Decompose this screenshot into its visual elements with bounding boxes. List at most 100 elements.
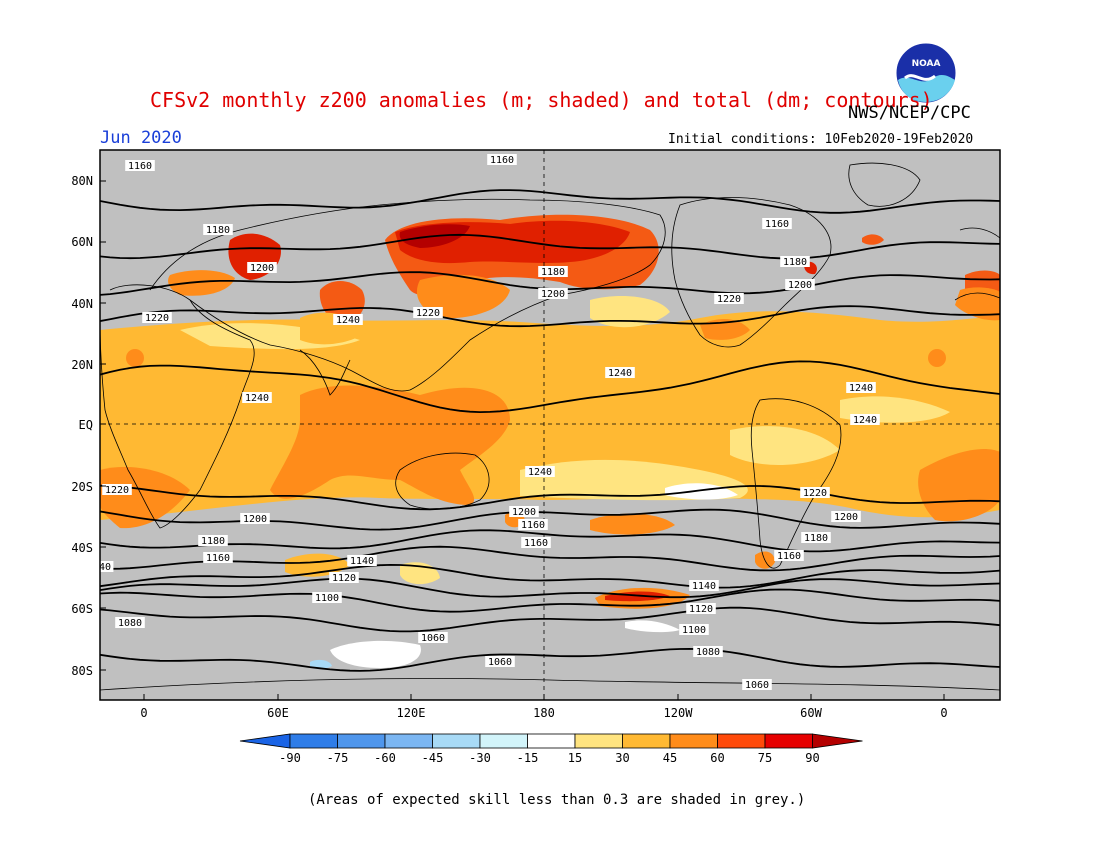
contour-label-bg [198,535,228,546]
east-atl-45 [918,449,1000,522]
africa-west-45 [100,466,190,529]
lat-label-20s: 20S [71,480,93,494]
contour-label: 1160 [524,538,548,549]
contour-label: 1080 [696,647,720,658]
colorbar-label: -75 [327,751,349,765]
height-contours [100,189,1000,672]
contour-label-bg [115,617,145,628]
australia-coastline [395,452,490,510]
contour-label: 1160 [777,551,801,562]
longitude-axis: 0 60E 120E 180 120W 60W 0 [140,706,947,720]
colorbar-swatch [289,733,338,749]
contour-line [100,189,1000,214]
contour-label: 1220 [803,488,827,499]
contour-label: 1240 [853,415,877,426]
contour-label-bg [801,532,831,543]
contour-label: 1180 [541,267,565,278]
contour-label: 1140 [350,556,374,567]
lon-label-120w: 120W [664,706,694,720]
lon-label-60w: 60W [800,706,822,720]
contour-label-bg [240,513,270,524]
contour-label-bg [831,511,861,522]
colorbar-label: -90 [279,751,301,765]
skill-note: (Areas of expected skill less than 0.3 a… [308,792,806,808]
lat-label-60s: 60S [71,602,93,616]
colorbar-label: -15 [517,751,539,765]
contour-label: 1180 [804,533,828,544]
contour-label-bg [538,288,568,299]
colorbar-swatch [717,733,766,749]
antarctica-coastline [100,678,1000,691]
contour-label-bg [538,266,568,277]
europe-west-coastline [954,227,1000,301]
contour-label: 1160 [765,219,789,230]
contour-label-bg [413,307,443,318]
contour-label: 1200 [512,507,536,518]
lat-label-eq: EQ [79,418,93,432]
contour-line [100,545,1000,572]
contour-label-bg [102,484,132,495]
contour-label: 1200 [788,280,812,291]
contour-line [100,647,1000,672]
antarctic-neg [310,659,332,670]
indopacific-45 [270,385,510,505]
contour-label: 1060 [488,657,512,668]
contour-label-bg [509,506,539,517]
contour-label-bg [142,312,172,323]
contour-label-bg [247,262,277,273]
contour-label-bg [521,537,551,548]
contour-label: 1200 [243,514,267,525]
contour-label: 1120 [689,604,713,615]
contour-label-bg [100,561,114,572]
colorbar-label: -45 [422,751,444,765]
colorbar-label: 45 [663,751,677,765]
pale-patch-sa [730,426,840,466]
south-america-coastline [750,398,842,569]
colorbar-arrow-left [239,733,291,749]
contour-label: 1200 [834,512,858,523]
contour-label-bg [679,624,709,635]
contour-label-bg [518,519,548,530]
colorbar-label: 90 [805,751,819,765]
contour-label: 1200 [541,289,565,300]
contour-label: 1140 [692,581,716,592]
natl-45 [955,287,1000,321]
colorbar-swatch [384,733,433,749]
lon-label-60e: 60E [267,706,289,720]
contour-label-bg [485,656,515,667]
contour-label: 1220 [145,313,169,324]
contour-label-bg [780,256,810,267]
forecast-month: Jun 2020 [100,128,182,148]
contour-label-bg [846,382,876,393]
contour-line [100,484,1000,511]
north-america-coastline [671,197,832,348]
lon-label-0-east: 0 [940,706,947,720]
colorbar-swatch [527,733,576,749]
contour-label: 1240 [608,368,632,379]
lat-label-80n: 80N [71,174,93,188]
contour-line [100,305,1000,328]
contour-label-bg [329,572,359,583]
contour-label: 1240 [528,467,552,478]
contour-label-bg [714,293,744,304]
contour-label: 1240 [849,383,873,394]
colorbar-label: 75 [758,751,772,765]
contour-label: 1240 [336,315,360,326]
colorbar-arrow-right [812,733,863,749]
contour-label-bg [333,314,363,325]
caribbean-45 [700,318,750,340]
contour-label: 1100 [682,625,706,636]
arabian-hotspot [126,349,144,367]
contour-label-bg [689,580,719,591]
colorbar-swatch [432,733,481,749]
antarctic-zero [330,640,421,668]
colorbar-swatch [622,733,671,749]
colorbar-label: 15 [568,751,582,765]
contour-label-bg [203,224,233,235]
greenland-coastline [848,162,921,207]
colorbar-swatch [764,733,813,749]
lat-label-80s: 80S [71,664,93,678]
axis-ticks [100,180,945,700]
indian-subcontinent [299,349,351,396]
